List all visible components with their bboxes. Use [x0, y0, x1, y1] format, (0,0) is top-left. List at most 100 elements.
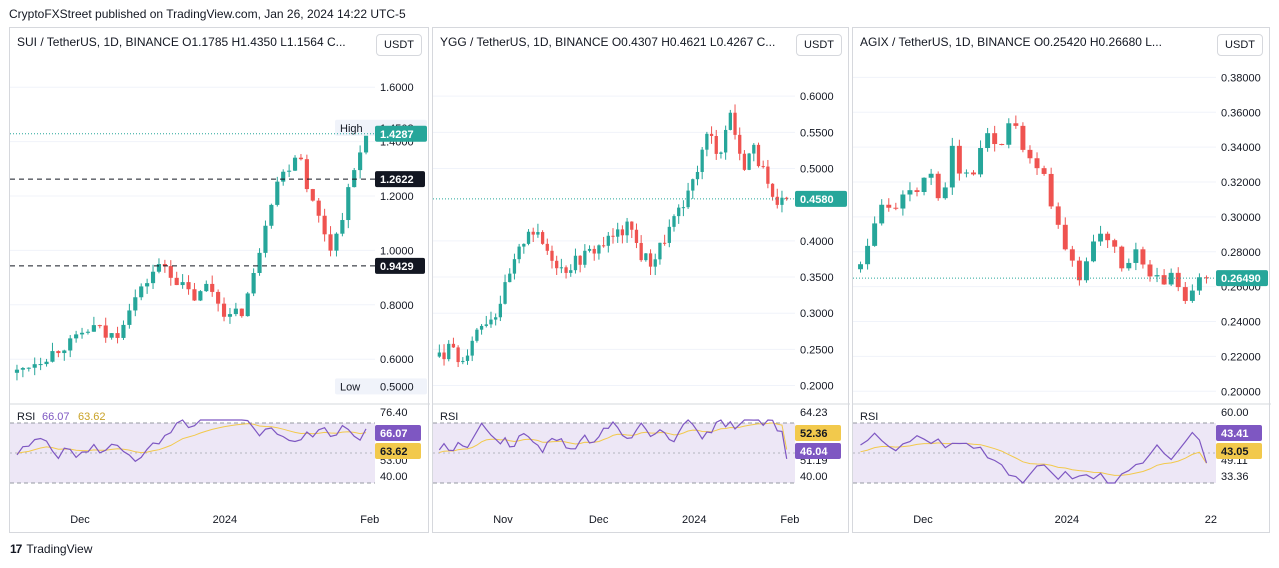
candle-body — [1041, 168, 1047, 174]
candle-body — [50, 351, 55, 362]
candle-body — [1027, 149, 1033, 159]
rsi-value-tag-text: 43.41 — [1221, 428, 1249, 440]
candle-body — [587, 248, 592, 251]
candle-body — [79, 332, 85, 335]
ygg-chart-panel[interactable]: 0.6000 0.5500 0.5000 0.4000 0.3500 0.3000 0.25… — [432, 27, 850, 534]
price-tick-label: 0.20000 — [1221, 386, 1261, 398]
candle-body — [785, 197, 789, 199]
hl-tag-label: Low — [340, 381, 360, 393]
rsi-value-tag-text: 66.07 — [380, 428, 408, 440]
last-price-tag-bg — [795, 190, 847, 207]
candle-body — [245, 293, 250, 317]
candle-body — [494, 317, 498, 320]
candle-body — [921, 177, 927, 192]
candle-body — [1119, 246, 1125, 269]
candle-body — [963, 172, 969, 174]
rsi-value-tag-bg — [1216, 425, 1262, 441]
candle-body — [949, 145, 955, 188]
x-axis-label: Feb — [780, 514, 799, 526]
candle-body — [192, 289, 197, 301]
price-tick-label: 0.28000 — [1221, 247, 1261, 259]
candle-body — [139, 286, 144, 298]
candle-body — [14, 369, 20, 373]
candle-body — [526, 231, 531, 244]
candle-body — [667, 226, 671, 243]
candle-body — [770, 183, 775, 197]
last-price-tag-text: 0.26490 — [1221, 273, 1261, 285]
candle-body — [470, 340, 474, 356]
rsi-label: RSI — [860, 411, 878, 423]
rsi-axis-label: 33.36 — [1221, 471, 1249, 483]
rsi-ma-line — [439, 422, 788, 453]
sui-chart-panel[interactable]: 1.6000 1.4000 1.2000 1.0000 0.8000 0.6000 High… — [9, 27, 430, 534]
candle-body — [747, 153, 751, 170]
candle-body — [569, 270, 573, 273]
candle-body — [752, 144, 756, 154]
price-tick-label: 0.34000 — [1221, 142, 1261, 154]
candle-body — [97, 325, 102, 327]
agix-currency-button[interactable]: USDT — [1217, 34, 1263, 56]
candle-body — [1154, 275, 1160, 277]
rsi-value-tag-bg — [795, 443, 841, 459]
x-axis-label: Feb — [360, 514, 379, 526]
candle-body — [564, 267, 568, 273]
candle-body — [971, 172, 976, 175]
ygg-currency-button[interactable]: USDT — [796, 34, 842, 56]
candle-body — [489, 319, 493, 325]
x-axis-label: Dec — [589, 514, 609, 526]
candle-body — [216, 291, 221, 304]
ygg-chart-svg[interactable]: 0.6000 0.5500 0.5000 0.4000 0.3500 0.3000 0.25… — [433, 28, 850, 534]
candle-body — [1055, 206, 1061, 225]
candle-body — [456, 347, 460, 363]
rsi-value-tag-text: 43.05 — [1221, 446, 1249, 458]
candle-body — [461, 360, 465, 363]
ygg-chart-header: YGG / TetherUS, 1D, BINANCE O0.4307 H0.4… — [440, 35, 776, 49]
candle-body — [145, 283, 150, 287]
sui-currency-button[interactable]: USDT — [376, 34, 422, 56]
x-axis-label: 2024 — [682, 514, 706, 526]
candle-body — [756, 144, 761, 167]
candle-body — [1062, 224, 1068, 250]
rsi-value-tag-text: 46.04 — [800, 446, 828, 458]
candle-body — [346, 187, 351, 221]
agix-chart-svg[interactable]: 0.38000 0.36000 0.34000 0.32000 0.30000 0.280… — [853, 28, 1271, 534]
level-tag-text: 1.2622 — [380, 174, 414, 186]
candle-body — [942, 187, 948, 199]
candle-body — [606, 235, 610, 246]
candle-body — [780, 197, 784, 205]
candle-body — [127, 310, 132, 325]
candle-body — [287, 170, 292, 172]
rsi-value-tag-bg — [1216, 443, 1262, 459]
candle-body — [728, 112, 732, 130]
candle-body — [121, 324, 126, 338]
candle-body — [672, 216, 676, 227]
candle-body — [611, 235, 615, 237]
candle-body — [150, 271, 156, 284]
price-tick-label: 0.4000 — [800, 236, 834, 248]
candle-body — [601, 245, 606, 247]
candle-body — [1083, 261, 1089, 281]
last-price-tag-text: 1.4287 — [380, 129, 414, 141]
candle-body — [180, 282, 185, 286]
candle-body — [761, 166, 765, 168]
candle-body — [775, 196, 779, 205]
candle-body — [512, 259, 517, 274]
candle-body — [681, 207, 686, 209]
candle-body — [573, 255, 578, 271]
candle-body — [935, 173, 941, 199]
candle-body — [620, 229, 625, 236]
candle-body — [872, 223, 878, 246]
rsi-value-tag-text: 52.36 — [800, 428, 828, 440]
candle-body — [545, 243, 549, 251]
footer-brand[interactable]: TradingView — [26, 542, 93, 556]
agix-chart-panel[interactable]: 0.38000 0.36000 0.34000 0.32000 0.30000 0.280… — [852, 27, 1271, 534]
candle-body — [705, 133, 709, 150]
candle-body — [32, 364, 37, 368]
sui-chart-svg[interactable]: 1.60001.40001.20001.00000.80000.6000High… — [10, 28, 430, 534]
candle-body — [275, 181, 280, 205]
price-tick-label: 1.2000 — [380, 191, 414, 203]
price-tick-label: 0.8000 — [380, 300, 414, 312]
price-tick-label: 0.32000 — [1221, 177, 1261, 189]
candle-body — [714, 135, 718, 154]
candle-body — [74, 334, 79, 339]
